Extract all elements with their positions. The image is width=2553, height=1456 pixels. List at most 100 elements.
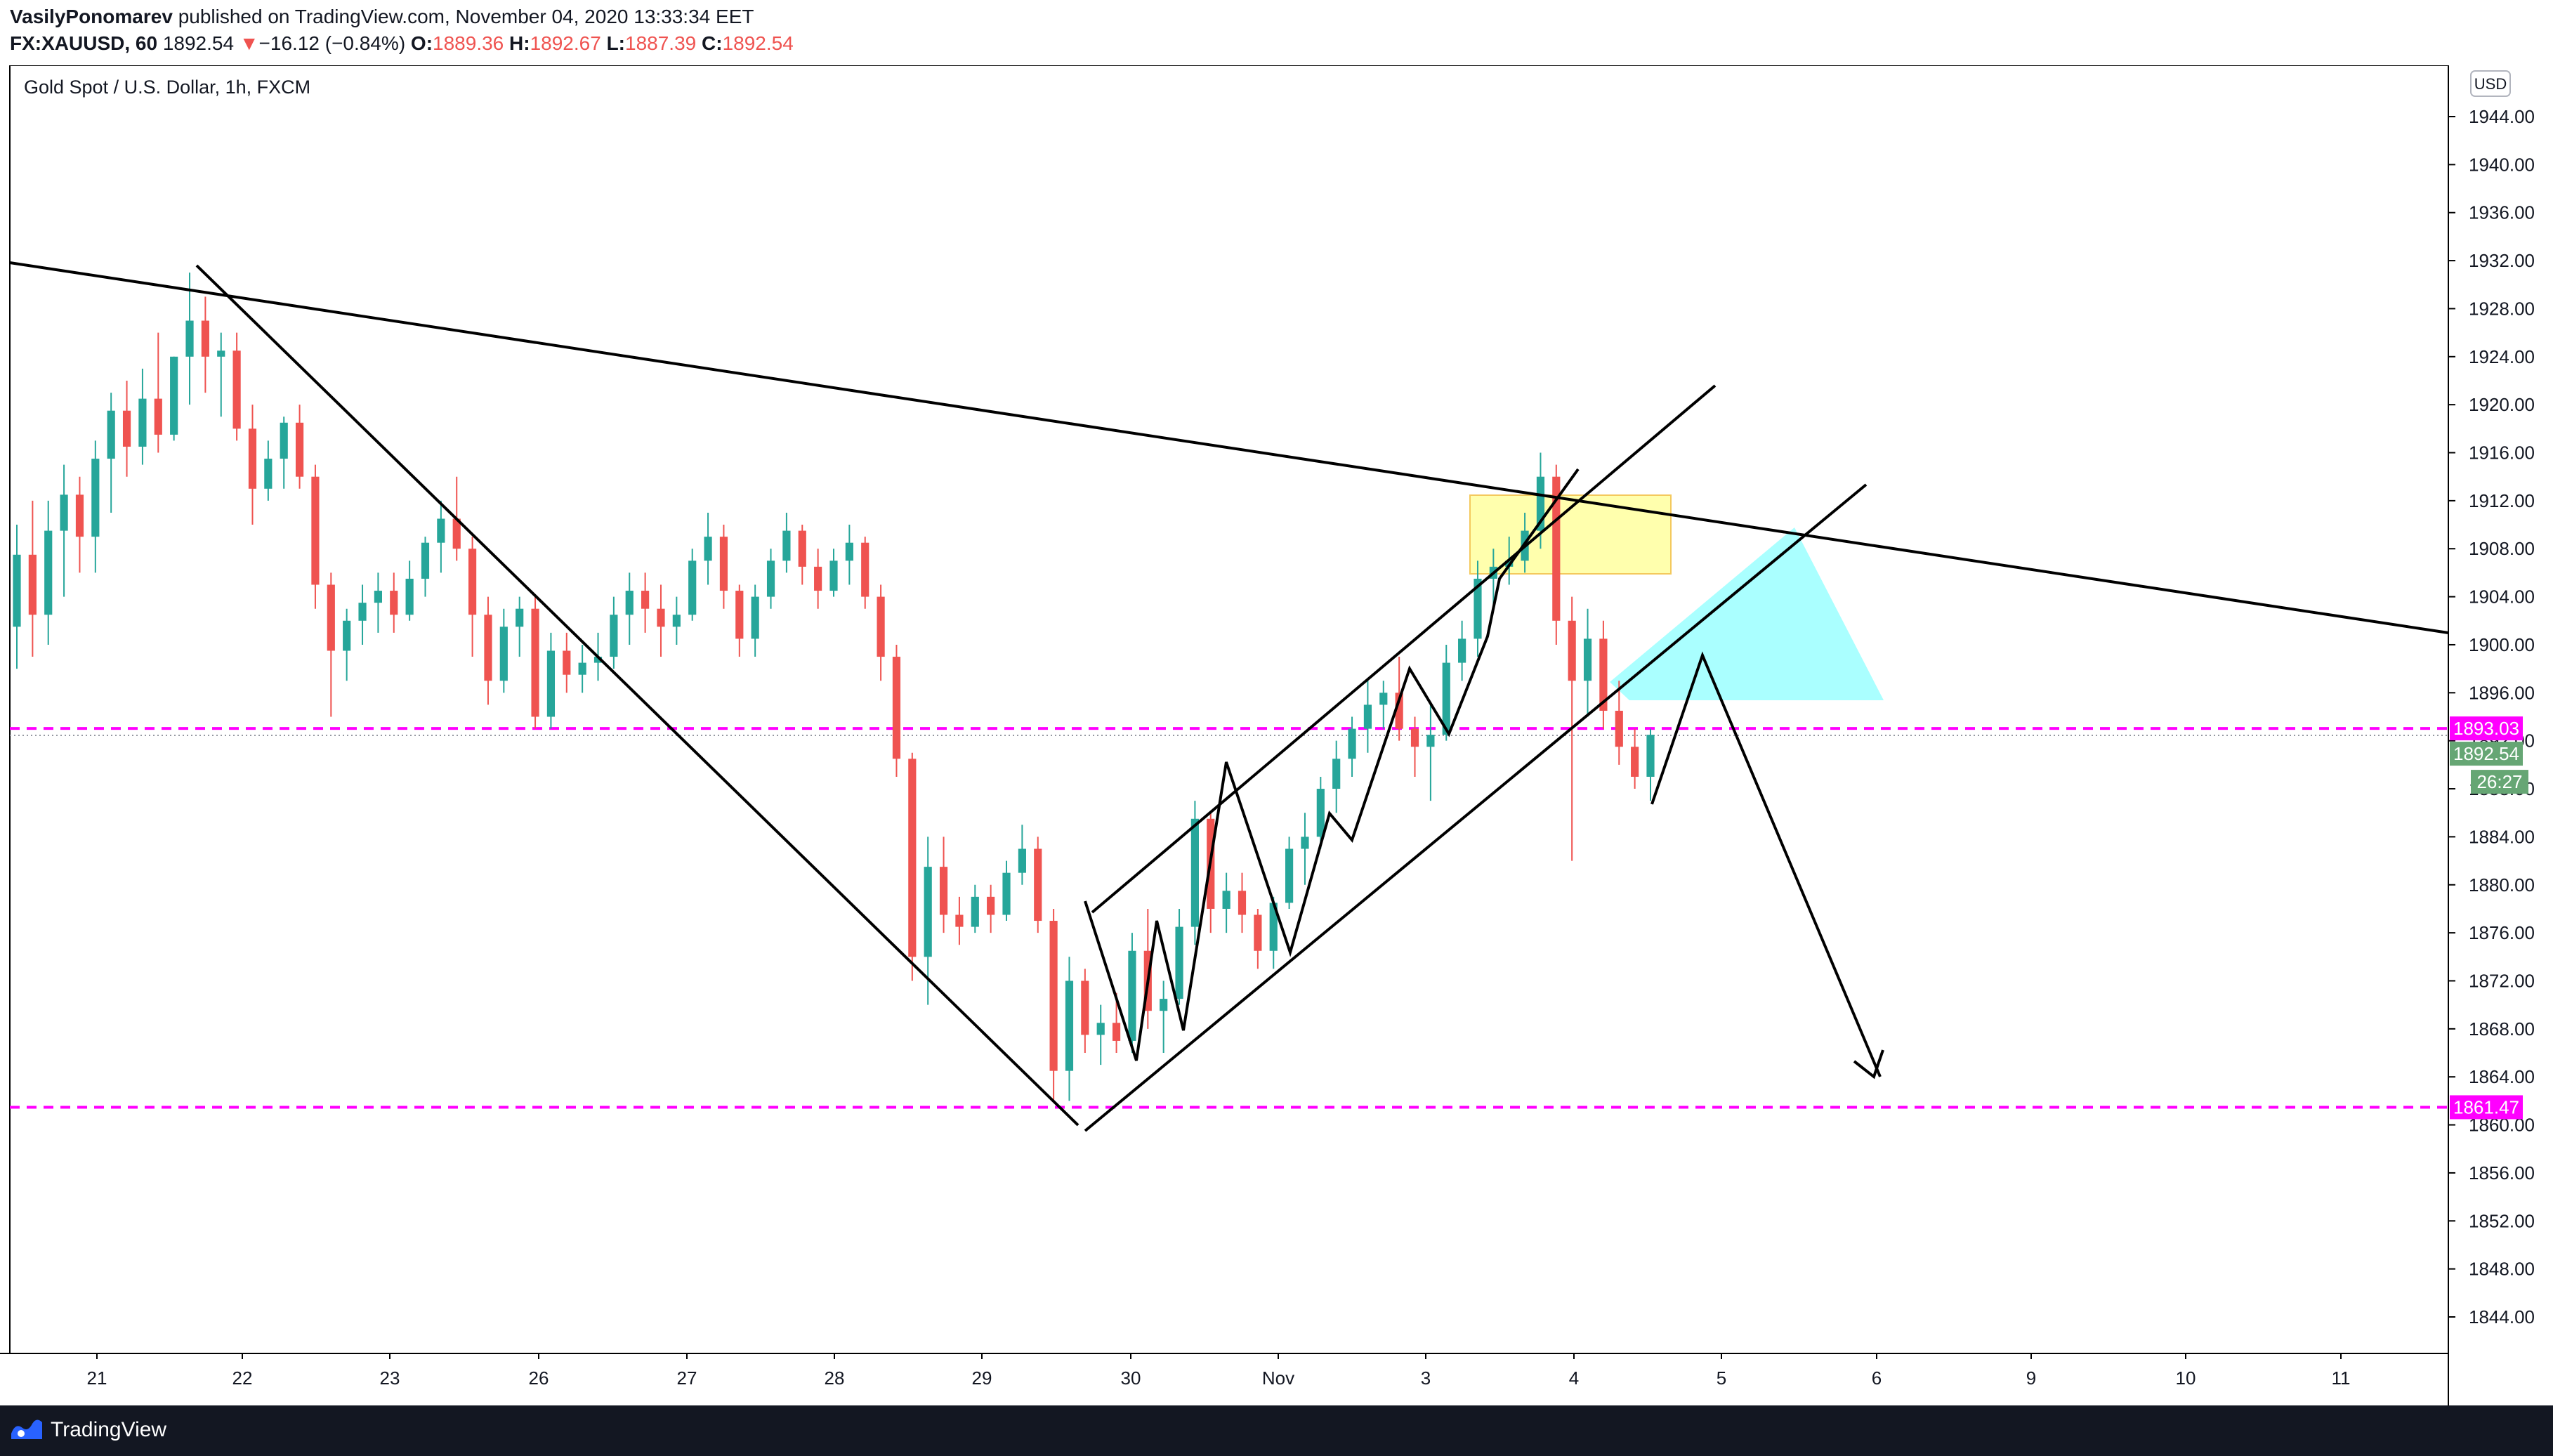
candle-body xyxy=(311,476,320,585)
symbol-label: FX:XAUUSD, 60 xyxy=(10,32,158,54)
candle-body xyxy=(327,584,335,651)
candle-body xyxy=(13,554,21,627)
zigzag-wave-line xyxy=(1084,468,1580,1061)
time-tick-label: 11 xyxy=(2332,1368,2351,1389)
candle-body xyxy=(374,591,382,603)
candle-body xyxy=(1410,728,1419,747)
price-marker-label: 1892.54 xyxy=(2453,743,2519,764)
candle-body xyxy=(452,518,461,549)
level-lines xyxy=(10,727,2448,1109)
candle-body xyxy=(1363,704,1372,729)
candle-body xyxy=(28,554,37,615)
candle-body xyxy=(343,620,351,651)
candle-body xyxy=(1458,638,1466,663)
price-marker-badge xyxy=(2450,1095,2523,1120)
candle-body xyxy=(1238,891,1247,915)
candle-body xyxy=(955,914,964,927)
currency-label: USD xyxy=(2474,75,2507,93)
price-marker-badge xyxy=(2450,716,2523,741)
candle-body xyxy=(657,608,665,627)
candle-body xyxy=(405,578,414,615)
price-tick-label: 1944.00 xyxy=(2469,106,2535,127)
candle-body xyxy=(1316,789,1325,837)
author-name[interactable]: VasilyPonomarev xyxy=(10,6,173,27)
price-tick-label: 1904.00 xyxy=(2469,586,2535,608)
candle-body xyxy=(1442,662,1450,735)
price-tick-label: 1852.00 xyxy=(2469,1210,2535,1231)
candle-body xyxy=(1254,914,1262,951)
candle-body xyxy=(1112,1023,1121,1041)
candle-body xyxy=(122,410,131,447)
price-marker-badge xyxy=(2471,770,2528,794)
candle-body xyxy=(939,867,948,915)
time-tick-label: 30 xyxy=(1121,1368,1141,1389)
candle-body xyxy=(987,896,995,915)
currency-badge[interactable] xyxy=(2470,70,2511,97)
drawing-zones xyxy=(1469,494,1884,700)
candle-body xyxy=(1395,693,1403,729)
candle-body xyxy=(704,537,712,561)
candle-body xyxy=(484,615,492,681)
candle-body xyxy=(610,615,618,657)
candle-body xyxy=(499,627,508,681)
publish-header: VasilyPonomarev published on TradingView… xyxy=(0,0,2553,65)
time-tick-label: 6 xyxy=(1872,1368,1882,1389)
candle-body xyxy=(1348,728,1356,759)
candle-body xyxy=(516,608,524,627)
candle-body xyxy=(75,494,84,537)
candle-body xyxy=(971,896,979,927)
candle-body xyxy=(861,542,869,597)
price-axis[interactable]: 1844.001848.001852.001856.001860.001864.… xyxy=(2448,106,2535,1327)
price-chart[interactable]: Gold Spot / U.S. Dollar, 1h, FXCM USD 18… xyxy=(0,65,2553,1405)
publish-info: VasilyPonomarev published on TradingView… xyxy=(10,6,754,28)
candle-body xyxy=(1190,818,1199,927)
candle-body xyxy=(641,591,650,609)
candle-body xyxy=(563,650,571,675)
candle-body xyxy=(1269,903,1278,951)
candle-body xyxy=(107,410,115,459)
candle-body xyxy=(280,422,288,459)
price-tick-label: 1920.00 xyxy=(2469,394,2535,415)
candle-body xyxy=(829,560,838,591)
candle-body xyxy=(201,320,209,357)
candle-body xyxy=(1474,578,1482,639)
candle-body xyxy=(1128,950,1136,1041)
candle-body xyxy=(154,398,162,435)
candle-body xyxy=(1018,848,1026,873)
candle-body xyxy=(877,596,885,657)
candle-body xyxy=(814,566,822,591)
candle-body xyxy=(1049,921,1058,1071)
candle-body xyxy=(1065,980,1074,1071)
footer-bar: TradingView xyxy=(0,1405,2553,1456)
candle-body xyxy=(1568,620,1576,681)
price-tick-label: 1868.00 xyxy=(2469,1018,2535,1039)
last-price: 1892.54 xyxy=(162,32,235,54)
candle-body xyxy=(358,603,367,621)
time-tick-label: 27 xyxy=(677,1368,697,1389)
candle-body xyxy=(735,591,744,639)
candle-body xyxy=(1536,476,1545,531)
open-value: 1889.36 xyxy=(433,32,504,54)
candle-body xyxy=(1222,891,1230,909)
candle-body xyxy=(170,356,178,435)
candle-body xyxy=(593,657,603,663)
price-tick-label: 1940.00 xyxy=(2469,154,2535,175)
time-axis[interactable]: 21 22 23 26 27 28 29 30 Nov 3 4 5 6 9 10 11 xyxy=(87,1353,2351,1389)
price-tick-label: 1856.00 xyxy=(2469,1162,2535,1183)
close-value: 1892.54 xyxy=(722,32,794,54)
candle-body xyxy=(91,459,100,537)
tradingview-brand[interactable]: TradingView xyxy=(51,1418,167,1441)
price-markers[interactable]: 1893.03 1861.47 1892.54 26:27 xyxy=(2450,716,2528,1120)
time-tick-label: 4 xyxy=(1569,1368,1579,1389)
price-tick-label: 1912.00 xyxy=(2469,490,2535,511)
candle-body xyxy=(1160,999,1168,1011)
candle-body xyxy=(1034,848,1042,922)
candle-body xyxy=(1552,476,1561,621)
candle-body xyxy=(248,428,257,489)
candle-body xyxy=(672,615,681,627)
price-tick-label: 1872.00 xyxy=(2469,970,2535,991)
tradingview-logo-icon[interactable] xyxy=(10,1415,44,1443)
candle-body xyxy=(1631,747,1639,777)
candle-body xyxy=(1175,926,1183,999)
candle-body xyxy=(924,867,932,957)
